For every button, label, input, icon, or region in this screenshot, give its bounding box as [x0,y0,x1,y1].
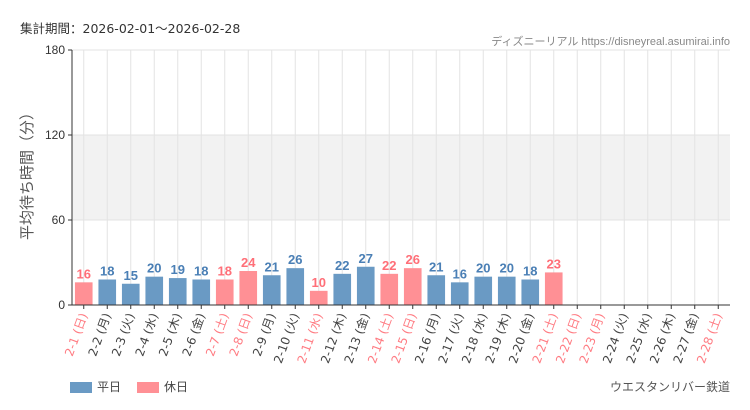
legend-label: 休日 [164,380,189,394]
bar [215,279,234,305]
y-tick-label: 180 [45,43,65,57]
legend-label: 平日 [97,380,122,394]
legend-weekday[interactable]: 平日 [70,378,121,395]
y-tick-label: 120 [45,128,65,142]
bar [521,279,540,305]
bar [333,273,352,305]
site-credit: ディズニーリアル https://disneyreal.asumirai.inf… [491,36,730,48]
data-label: 20 [147,261,161,276]
bar [474,276,493,305]
bar [168,278,187,305]
data-label: 18 [194,264,208,279]
data-label: 16 [453,266,467,281]
data-label: 18 [523,264,537,279]
bar [544,272,563,305]
bar [450,282,469,305]
legend-swatch-weekday [70,382,92,393]
data-label: 18 [100,264,114,279]
attraction-name: ウエスタンリバー鉄道 [609,380,730,394]
bar [286,268,305,305]
legend: 平日 休日 [70,378,188,395]
bar [427,275,446,305]
data-label: 27 [359,251,373,266]
data-label: 26 [406,252,420,267]
bar [497,276,516,305]
y-tick-label: 0 [58,298,65,312]
y-tick-label: 60 [52,213,66,227]
data-label: 22 [382,258,396,273]
data-label: 23 [547,256,561,271]
bar [356,266,375,305]
data-label: 18 [218,264,232,279]
bar [98,279,117,305]
data-label: 21 [265,259,279,274]
bar [380,273,399,305]
bar [309,290,328,305]
bar [403,268,422,305]
bar [74,282,93,305]
legend-swatch-holiday [137,382,160,393]
bar [121,283,140,305]
data-label: 20 [500,261,514,276]
data-label: 26 [288,252,302,267]
data-label: 15 [124,268,138,283]
legend-holiday[interactable]: 休日 [137,378,188,395]
bar [262,275,281,305]
data-label: 19 [171,262,185,277]
bar [192,279,211,305]
data-label: 21 [429,259,443,274]
data-label: 10 [312,275,326,290]
period-label: 集計期間：2026-02-01～2026-02-28 [20,21,241,36]
bar [239,271,258,305]
data-label: 20 [476,261,490,276]
data-label: 24 [241,255,256,270]
bar [145,276,164,305]
data-label: 22 [335,258,349,273]
shaded-band [72,135,730,220]
data-label: 16 [77,266,91,281]
